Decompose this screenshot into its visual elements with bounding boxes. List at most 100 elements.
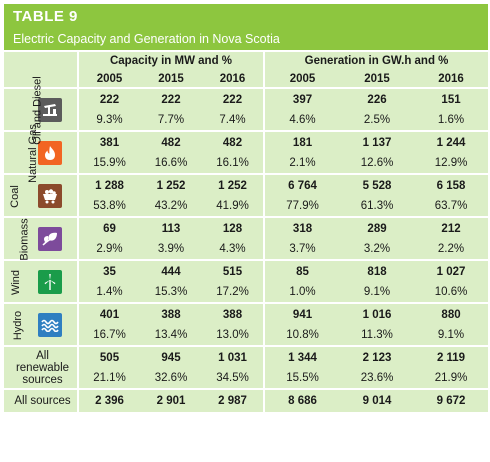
percent-cell: 32.6% [140, 368, 202, 388]
percent-cell: 3.2% [340, 239, 415, 259]
energy-source-percent-row: 15.9% 16.6% 16.1% 2.1% 12.6% 12.9% [4, 153, 489, 173]
row-separator [4, 388, 489, 390]
source-icon-cell [22, 175, 78, 216]
percent-cell: 2.9% [77, 239, 140, 259]
percent-cell: 12.6% [340, 153, 415, 173]
value-cell: 397 [263, 89, 341, 110]
group-header-row: Capacity in MW and % Generation in GW.h … [4, 52, 489, 70]
value-cell: 818 [340, 261, 415, 282]
value-cell: 515 [202, 261, 265, 282]
source-label: Biomass [18, 217, 31, 261]
water-waves-icon [37, 312, 62, 337]
total-cell: 2 987 [202, 390, 265, 412]
generation-group-header: Generation in GW.h and % [263, 52, 489, 70]
total-cell: 9 672 [414, 390, 489, 412]
value-cell: 505 [77, 347, 140, 368]
percent-cell: 61.3% [340, 196, 415, 216]
value-cell: 388 [140, 304, 202, 325]
source-icon-cell [22, 261, 78, 302]
percent-cell: 9.1% [414, 325, 489, 345]
percent-cell: 15.9% [77, 153, 140, 173]
value-cell: 2 119 [414, 347, 489, 368]
value-cell: 1 137 [340, 132, 415, 153]
percent-cell: 21.1% [77, 368, 140, 388]
percent-cell: 17.2% [202, 282, 265, 302]
energy-source-percent-row: 2.9% 3.9% 4.3% 3.7% 3.2% 2.2% [4, 239, 489, 259]
all-sources-label: All sources [4, 390, 78, 412]
row-separator [4, 345, 489, 347]
source-icon-cell [22, 304, 78, 345]
source-label: Natural Gas [26, 123, 39, 183]
value-cell: 151 [414, 89, 489, 110]
year-header: 2005 [263, 70, 341, 87]
source-label-cell: Biomass [4, 218, 31, 260]
leaf-icon [37, 226, 62, 251]
value-cell: 222 [140, 89, 202, 110]
value-cell: 226 [340, 89, 415, 110]
percent-cell: 1.6% [414, 110, 489, 130]
renewable-label-cell: All renewable sources [4, 347, 78, 388]
energy-source-percent-row: 9.3% 7.7% 7.4% 4.6% 2.5% 1.6% [4, 110, 489, 130]
percent-cell: 16.1% [202, 153, 265, 173]
value-cell: 1 244 [414, 132, 489, 153]
renewable-label-line1: All renewable [15, 349, 70, 374]
energy-source-percent-row: 53.8% 43.2% 41.9% 77.9% 61.3% 63.7% [4, 196, 489, 216]
percent-cell: 23.6% [340, 368, 415, 388]
percent-cell: 16.6% [140, 153, 202, 173]
energy-source-row: Natural Gas 381 482 482 181 1 137 1 244 [4, 124, 489, 182]
percent-cell: 16.7% [77, 325, 140, 345]
value-cell: 1 027 [414, 261, 489, 282]
value-cell: 212 [414, 218, 489, 239]
value-cell: 1 252 [202, 175, 265, 196]
value-cell: 1 016 [340, 304, 415, 325]
total-cell: 2 901 [140, 390, 202, 412]
energy-source-percent-row: 1.4% 15.3% 17.2% 1.0% 9.1% 10.6% [4, 282, 489, 302]
percent-cell: 13.4% [140, 325, 202, 345]
energy-source-row: Wind 35 444 515 85 818 1 027 [4, 261, 489, 302]
value-cell: 880 [414, 304, 489, 325]
percent-cell: 7.4% [202, 110, 265, 130]
value-cell: 85 [263, 261, 341, 282]
table-subtitle: Electric Capacity and Generation in Nova… [13, 32, 280, 46]
row-separator [4, 259, 489, 261]
renewable-row: All renewable sources 505 945 1 031 1 344 2 12… [4, 347, 489, 388]
energy-source-row: Hydro 401 388 388 941 1 016 880 [4, 304, 489, 345]
percent-cell: 3.7% [263, 239, 341, 259]
wind-turbine-icon [37, 269, 62, 294]
value-cell: 181 [263, 132, 341, 153]
coal-cart-icon [37, 183, 62, 208]
percent-cell: 1.0% [263, 282, 341, 302]
source-icon-cell [22, 132, 78, 173]
value-cell: 289 [340, 218, 415, 239]
value-cell: 482 [140, 132, 202, 153]
value-cell: 222 [77, 89, 140, 110]
row-separator [4, 87, 489, 89]
percent-cell: 10.6% [414, 282, 489, 302]
value-cell: 5 528 [340, 175, 415, 196]
percent-cell: 21.9% [414, 368, 489, 388]
flame-icon [37, 140, 62, 165]
value-cell: 1 252 [140, 175, 202, 196]
row-separator [4, 302, 489, 304]
source-label-cell: Natural Gas [4, 124, 39, 182]
row-separator [4, 130, 489, 132]
value-cell: 2 123 [340, 347, 415, 368]
percent-cell: 53.8% [77, 196, 140, 216]
energy-source-row: Biomass 69 113 128 318 289 212 [4, 218, 489, 260]
oil-pump-icon [37, 97, 62, 122]
all-sources-row: All sources 2 396 2 901 2 987 8 686 9 014 9 67… [4, 390, 489, 412]
year-header: 2016 [202, 70, 265, 87]
percent-cell: 9.1% [340, 282, 415, 302]
percent-cell: 34.5% [202, 368, 265, 388]
source-label-cell: Hydro [4, 304, 24, 345]
source-label-cell: Coal [4, 175, 22, 216]
value-cell: 444 [140, 261, 202, 282]
source-label-cell: Oil and Diesel [4, 76, 44, 144]
percent-cell: 9.3% [77, 110, 140, 130]
percent-cell: 77.9% [263, 196, 341, 216]
percent-cell: 1.4% [77, 282, 140, 302]
total-cell: 8 686 [263, 390, 341, 412]
percent-cell: 41.9% [202, 196, 265, 216]
capacity-group-header: Capacity in MW and % [76, 52, 265, 70]
year-header: 2016 [414, 70, 489, 87]
